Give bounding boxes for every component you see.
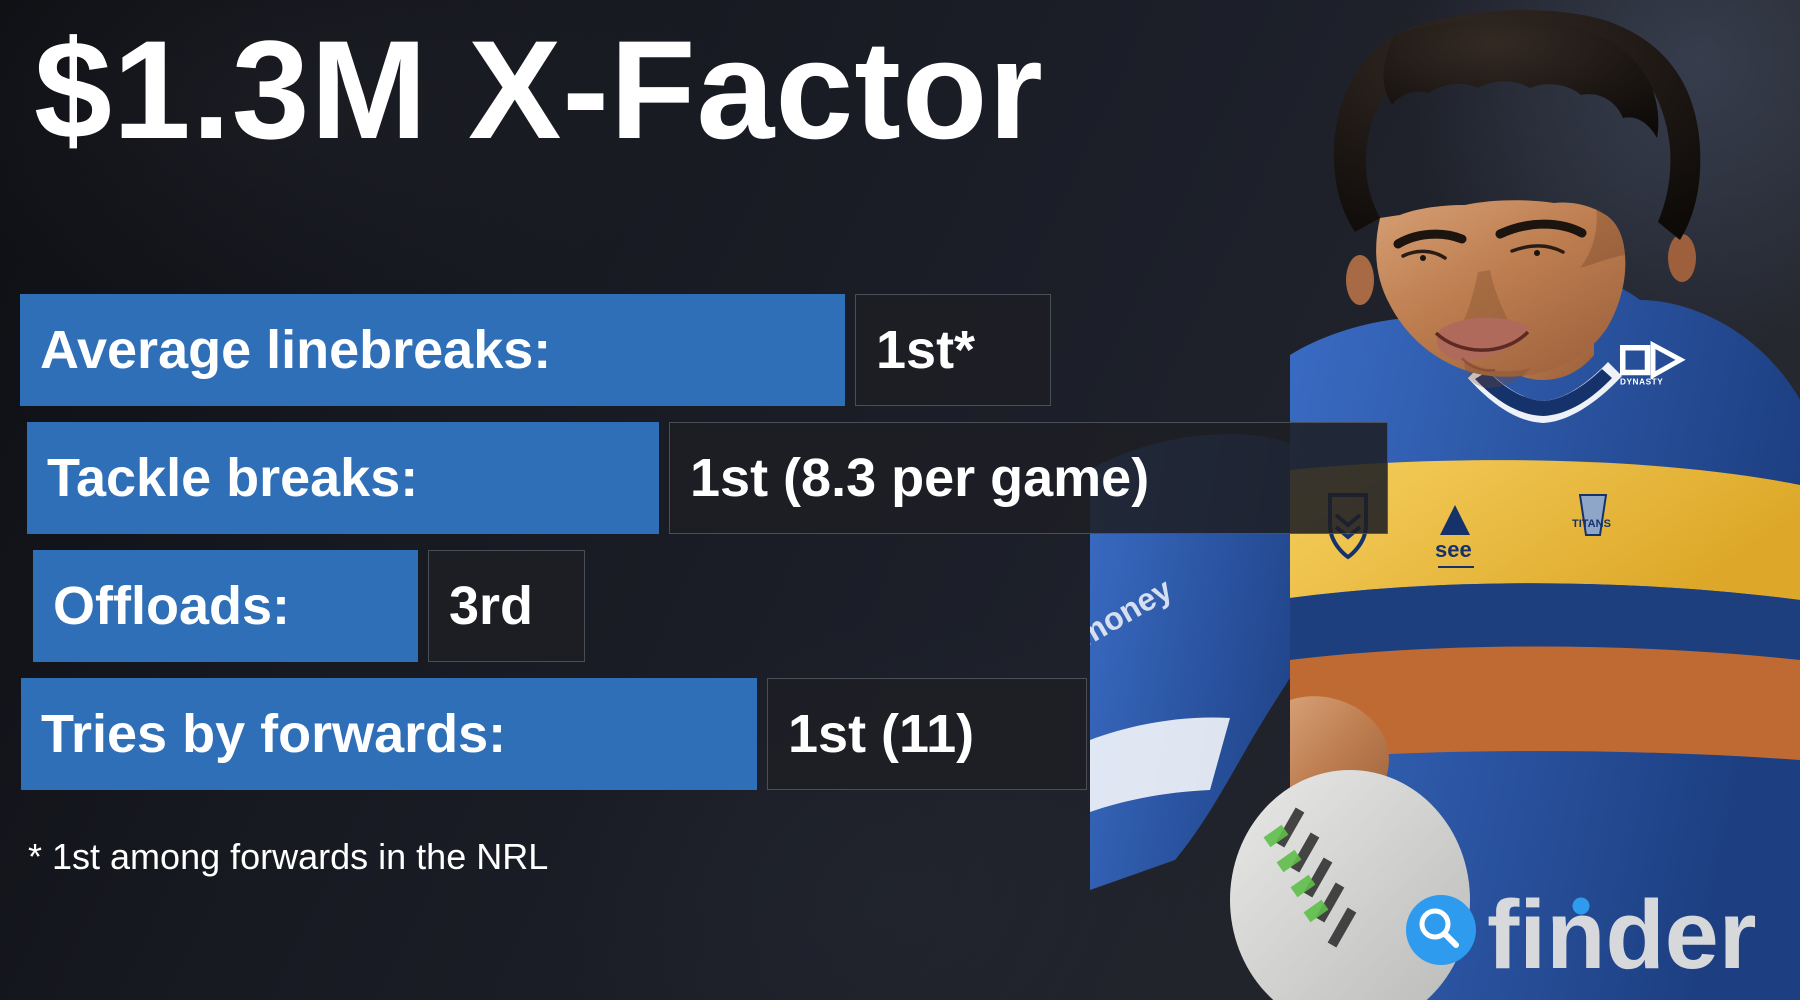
svg-text:TITANS: TITANS — [1572, 518, 1611, 530]
svg-text:DYNASTY: DYNASTY — [1620, 378, 1663, 387]
svg-text:finder: finder — [1487, 895, 1756, 989]
svg-text:see: see — [1435, 537, 1472, 562]
